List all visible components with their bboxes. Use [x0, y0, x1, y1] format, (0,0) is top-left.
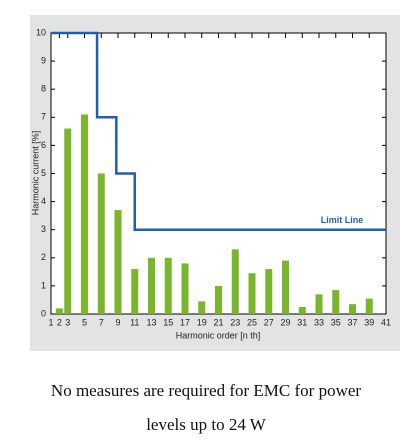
y-tick-label: 1 — [41, 280, 46, 290]
y-tick-label: 2 — [41, 252, 46, 262]
bar — [298, 306, 306, 314]
y-tick-label: 9 — [41, 55, 46, 65]
x-tick-label: 15 — [163, 317, 173, 327]
bar — [81, 114, 88, 315]
caption: No measures are required for EMC for pow… — [50, 381, 362, 434]
bar — [97, 173, 105, 314]
x-tick-label: 41 — [381, 317, 391, 327]
bar — [215, 285, 222, 314]
x-tick-label: 11 — [130, 317, 139, 327]
y-tick-label: 3 — [41, 224, 46, 234]
x-tick-label: 17 — [180, 317, 190, 327]
y-tick-label: 0 — [41, 308, 46, 318]
x-tick-label: 9 — [115, 317, 120, 327]
y-tick-label: 8 — [41, 84, 46, 94]
x-tick-label: 13 — [146, 317, 156, 327]
y-axis-label: Harmonic current [%] — [30, 131, 40, 216]
bar — [148, 257, 155, 314]
plot-area — [50, 32, 387, 315]
bar — [248, 273, 256, 314]
x-tick-label: 25 — [247, 317, 257, 327]
bar — [282, 260, 289, 314]
x-tick-label: 37 — [347, 317, 357, 327]
bar — [231, 249, 239, 314]
y-tick-label: 7 — [41, 112, 46, 122]
limit-line-label: Limit Line — [321, 215, 364, 225]
x-tick-label: 39 — [364, 317, 374, 327]
x-tick-label: 2 — [57, 317, 62, 327]
x-axis-label: Harmonic order [n th] — [176, 330, 261, 340]
bar — [64, 128, 72, 314]
x-tick-label: 21 — [213, 317, 223, 327]
x-tick-label: 33 — [314, 317, 324, 327]
x-tick-label: 27 — [264, 317, 274, 327]
limit-line — [51, 31, 386, 231]
x-tick-label: 19 — [197, 317, 207, 327]
x-tick-label: 7 — [99, 317, 104, 327]
y-tick-label: 4 — [41, 196, 46, 206]
bar — [265, 269, 273, 314]
bar — [315, 294, 323, 314]
y-tick-label: 10 — [36, 27, 46, 37]
chart: Harmonic order [n th] Harmonic current [… — [30, 15, 400, 351]
x-tick-label: 5 — [82, 317, 87, 327]
y-tick-label: 6 — [41, 140, 46, 150]
y-tick-label: 5 — [41, 168, 46, 178]
bar — [55, 308, 63, 314]
bar — [131, 269, 139, 314]
x-tick-label: 23 — [230, 317, 240, 327]
bar — [114, 210, 122, 314]
x-tick-label: 31 — [297, 317, 307, 327]
bar — [198, 301, 206, 314]
x-tick-label: 1 — [48, 317, 53, 327]
x-tick-label: 3 — [65, 317, 70, 327]
bar — [164, 257, 172, 314]
bar — [181, 263, 189, 314]
bar — [349, 304, 356, 314]
bar — [332, 290, 340, 314]
x-tick-label: 29 — [280, 317, 290, 327]
bar — [365, 298, 373, 314]
x-tick-label: 35 — [331, 317, 341, 327]
